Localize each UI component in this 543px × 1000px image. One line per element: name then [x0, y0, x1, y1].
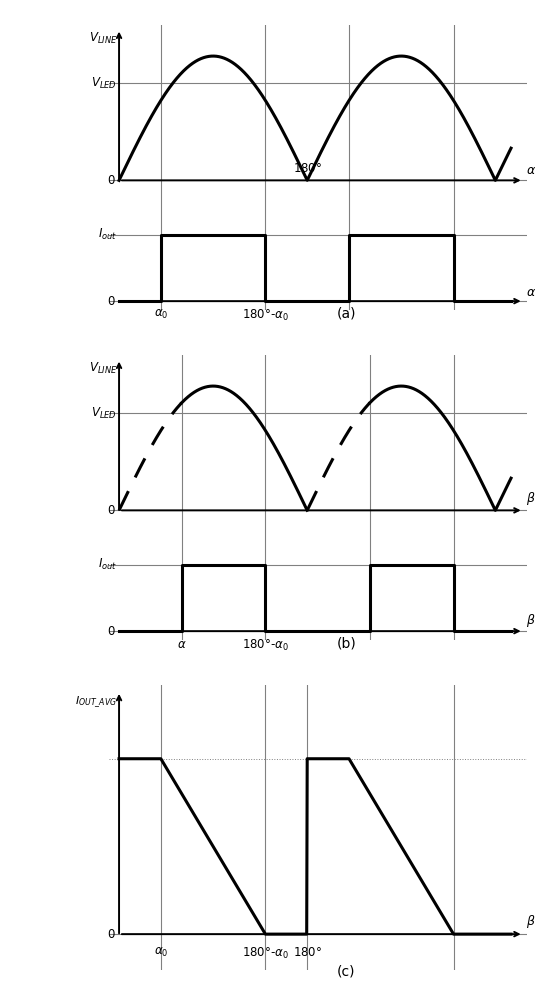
Text: (c): (c): [337, 964, 356, 978]
Text: 0: 0: [108, 174, 115, 187]
Text: 0: 0: [108, 625, 115, 638]
Text: $\alpha$: $\alpha$: [177, 638, 187, 651]
Text: $\alpha_0$: $\alpha_0$: [154, 946, 168, 959]
Text: $\beta$: $\beta$: [526, 913, 535, 930]
Text: 0: 0: [108, 928, 115, 941]
Text: $I_{out}$: $I_{out}$: [98, 557, 117, 572]
Text: $V_{LINE}$: $V_{LINE}$: [89, 31, 117, 46]
Text: (a): (a): [337, 306, 356, 320]
Text: $\beta$: $\beta$: [526, 490, 535, 507]
Text: $180°$-$\alpha_0$: $180°$-$\alpha_0$: [242, 308, 289, 323]
Text: 0: 0: [108, 295, 115, 308]
Text: $180°$: $180°$: [293, 946, 322, 959]
Text: $\alpha$: $\alpha$: [526, 286, 536, 299]
Text: $\alpha_0$: $\alpha_0$: [154, 308, 168, 321]
Text: $180°$-$\alpha_0$: $180°$-$\alpha_0$: [242, 638, 289, 653]
Text: $180°$-$\alpha_0$: $180°$-$\alpha_0$: [242, 946, 289, 961]
Text: $I_{out}$: $I_{out}$: [98, 227, 117, 242]
Text: $V_{LED}$: $V_{LED}$: [91, 76, 117, 91]
Text: $V_{LED}$: $V_{LED}$: [91, 406, 117, 421]
Text: 0: 0: [108, 504, 115, 517]
Text: $V_{LINE}$: $V_{LINE}$: [89, 361, 117, 376]
Text: $\beta$: $\beta$: [526, 612, 535, 629]
Text: $I_{OUT\_AVG}$: $I_{OUT\_AVG}$: [75, 695, 117, 710]
Text: $180°$: $180°$: [293, 162, 322, 175]
Text: $\alpha$: $\alpha$: [526, 164, 536, 177]
Text: (b): (b): [337, 636, 356, 650]
